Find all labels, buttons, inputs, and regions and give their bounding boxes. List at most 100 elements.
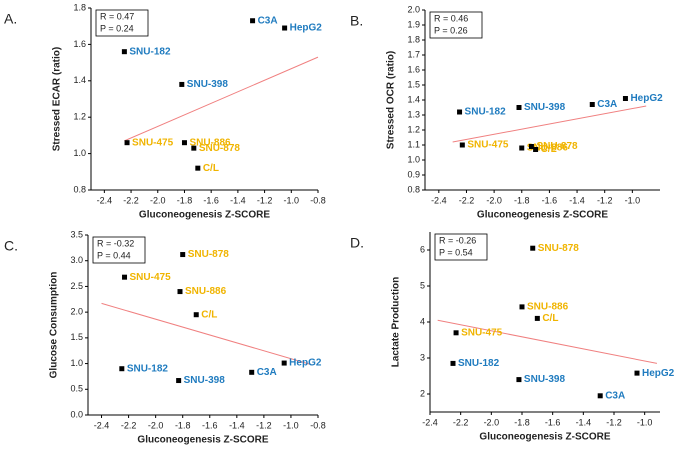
point-label: SNU-398 xyxy=(524,374,566,385)
y-tick-label: 1.7 xyxy=(407,49,420,59)
point-label: SNU-878 xyxy=(188,249,230,260)
data-point xyxy=(450,360,456,366)
data-point xyxy=(195,165,201,171)
point-label: C3A xyxy=(605,390,625,401)
annotation: R = 0.47 xyxy=(100,11,134,21)
x-tick-label: -1.0 xyxy=(284,195,300,205)
x-tick-label: -1.8 xyxy=(175,420,191,430)
x-tick-label: -2.2 xyxy=(453,417,469,427)
data-point xyxy=(622,96,628,101)
y-tick-label: 3.5 xyxy=(70,229,83,239)
annotation-box xyxy=(95,9,149,37)
point-label: SNU-182 xyxy=(129,46,171,57)
y-tick-label: 1.1 xyxy=(407,139,420,149)
point-label: SNU-475 xyxy=(132,137,174,148)
y-tick-label: 0.5 xyxy=(70,384,83,394)
x-axis-title: Gluconeogenesis Z-SCORE xyxy=(137,435,268,446)
x-tick-label: -1.2 xyxy=(257,195,273,205)
x-tick-label: -0.8 xyxy=(310,195,326,205)
y-tick-label: 1.0 xyxy=(407,154,420,164)
x-tick-label: -1.2 xyxy=(606,417,622,427)
point-label: HepG2 xyxy=(630,93,663,104)
data-point xyxy=(180,252,186,258)
annotation: P = 0.44 xyxy=(97,250,131,260)
y-tick-label: 1.4 xyxy=(73,75,86,85)
point-label: SNU-398 xyxy=(524,102,566,113)
point-label: HepG2 xyxy=(289,358,322,369)
x-tick-label: -1.4 xyxy=(229,420,245,430)
x-tick-label: -1.0 xyxy=(637,417,653,427)
data-point xyxy=(124,140,130,146)
data-point xyxy=(282,25,288,31)
point-label: C/L xyxy=(542,313,558,324)
y-tick-label: 1.8 xyxy=(73,2,86,12)
data-point xyxy=(528,144,534,149)
x-tick-label: -1.8 xyxy=(177,195,193,205)
y-tick-label: 2 xyxy=(420,388,425,398)
data-point xyxy=(281,360,287,366)
point-label: HepG2 xyxy=(290,23,323,34)
y-tick-label: 1.0 xyxy=(73,148,86,158)
y-tick-label: 1.0 xyxy=(70,358,83,368)
y-tick-label: 3 xyxy=(420,352,425,362)
point-label: SNU-182 xyxy=(465,107,507,118)
data-point xyxy=(119,366,125,372)
point-label: C3A xyxy=(258,15,278,26)
y-axis-title: Glucose Consumption xyxy=(49,272,60,379)
x-tick-label: -1.2 xyxy=(256,420,272,430)
chart-panel: C. 0.0 0.5 1.0 1.5 2.0 2.5 3.0 3.5 -2.4 -2.2 -2.0 -1… xyxy=(4,229,326,445)
data-point xyxy=(191,145,197,151)
point-label: SNU-878 xyxy=(536,141,578,152)
data-point xyxy=(453,330,459,336)
data-point xyxy=(122,274,128,280)
annotation: R = 0.46 xyxy=(434,13,468,23)
data-point xyxy=(534,315,540,321)
chart-panel: B. 0.8 0.9 1.0 1.1 1.2 1.3 1.4 1.5 1.6 1.7 1.8 1.9 2.… xyxy=(350,4,663,220)
y-tick-label: 1.2 xyxy=(73,112,86,122)
point-label: SNU-182 xyxy=(458,358,500,369)
y-axis-title: Lactate Production xyxy=(391,277,402,368)
x-tick-label: -2.0 xyxy=(486,195,502,205)
x-tick-label: -1.2 xyxy=(597,195,613,205)
data-point xyxy=(516,377,522,383)
y-tick-label: 0.9 xyxy=(407,169,420,179)
data-point xyxy=(193,312,199,318)
y-tick-label: 6 xyxy=(420,244,425,254)
data-point xyxy=(516,105,522,110)
y-tick-label: 1.4 xyxy=(407,94,420,104)
data-point xyxy=(634,370,640,376)
point-label: SNU-475 xyxy=(461,327,503,338)
annotation-box xyxy=(429,11,483,39)
y-tick-label: 1.6 xyxy=(73,39,86,49)
y-tick-label: 0.0 xyxy=(70,409,83,419)
panel-label: D. xyxy=(350,235,364,251)
point-label: SNU-475 xyxy=(467,140,509,151)
trendline xyxy=(124,56,319,142)
annotation: P = 0.54 xyxy=(439,247,473,257)
x-tick-label: -2.2 xyxy=(123,195,139,205)
x-tick-label: -2.0 xyxy=(148,420,164,430)
y-tick-label: 3.0 xyxy=(70,255,83,265)
y-tick-label: 1.3 xyxy=(407,109,420,119)
y-tick-label: 1.5 xyxy=(70,332,83,342)
data-point xyxy=(249,369,255,375)
point-label: SNU-878 xyxy=(538,243,580,254)
x-tick-label: -2.0 xyxy=(150,195,166,205)
point-label: SNU-398 xyxy=(184,375,226,386)
y-tick-label: 4 xyxy=(420,316,425,326)
data-point xyxy=(121,49,127,55)
annotation: R = -0.32 xyxy=(97,238,134,248)
data-point xyxy=(519,145,525,151)
trendline xyxy=(437,319,658,364)
x-tick-label: -1.0 xyxy=(283,420,299,430)
trendline xyxy=(452,105,647,143)
point-label: HepG2 xyxy=(642,368,675,379)
data-point xyxy=(179,81,185,87)
y-tick-label: 0.8 xyxy=(73,184,86,194)
x-tick-label: -1.6 xyxy=(545,417,561,427)
x-tick-label: -1.4 xyxy=(569,195,585,205)
y-axis-title: Stressed ECAR (ratio) xyxy=(52,47,63,151)
y-tick-label: 1.5 xyxy=(407,79,420,89)
chart-panel: A. 0.8 1.0 1.2 1.4 1.6 1.8 -2.4 -2.2 -2.0 -1.8 -1.6… xyxy=(4,2,326,220)
data-point xyxy=(519,304,525,310)
